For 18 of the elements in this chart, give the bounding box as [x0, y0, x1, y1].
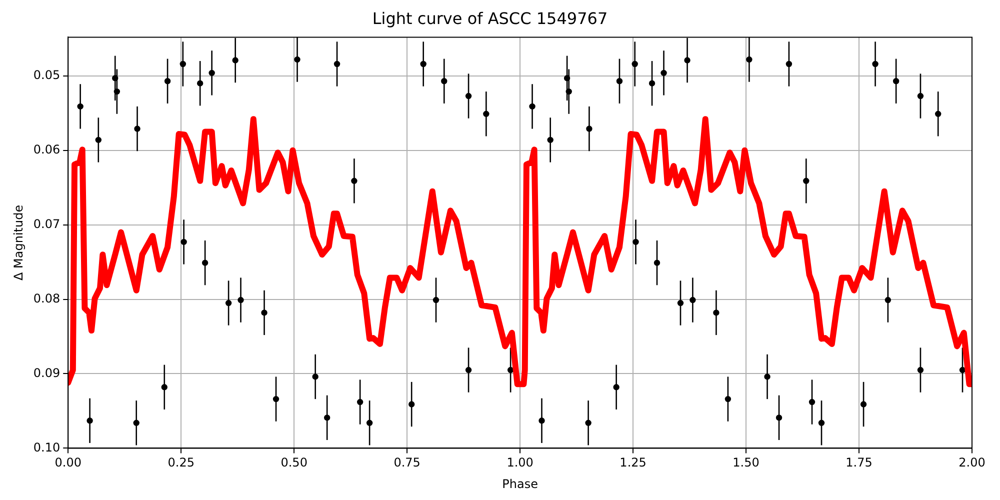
x-tick-label: 1.75	[846, 456, 872, 470]
x-tick-label: 0.00	[54, 456, 82, 470]
x-tick-label: 2.00	[958, 456, 986, 470]
x-tick-label: 0.50	[280, 456, 308, 470]
x-tick-label: 0.75	[394, 456, 420, 470]
chart-title: Light curve of ASCC 1549767	[372, 8, 608, 28]
x-tick-label: 1.50	[732, 456, 760, 470]
x-tick-label: 1.25	[620, 456, 646, 470]
y-tick-label: 0.10	[33, 440, 60, 454]
y-tick-label: 0.07	[33, 216, 60, 231]
x-tick-label: 1.00	[506, 456, 534, 470]
y-tick-label: 0.05	[33, 68, 60, 82]
y-axis-title: Δ Magnitude	[11, 204, 26, 281]
y-tick-label: 0.06	[33, 142, 60, 156]
x-axis-title: Phase	[502, 476, 538, 491]
y-tick-label: 0.08	[33, 291, 60, 306]
y-tick-label: 0.09	[33, 366, 60, 380]
x-tick-label: 0.25	[168, 456, 194, 470]
